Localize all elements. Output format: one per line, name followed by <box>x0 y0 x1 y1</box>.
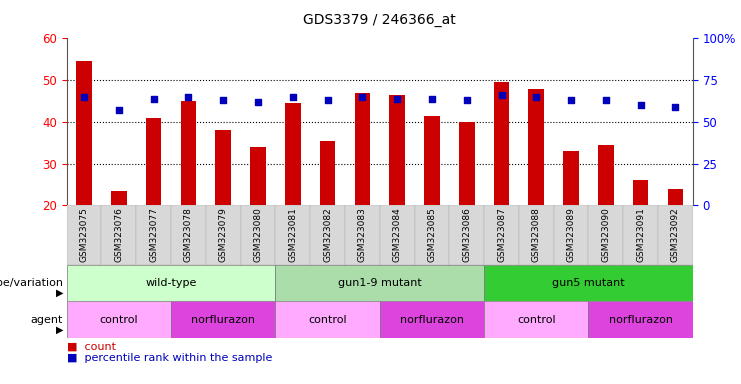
Point <box>531 94 542 100</box>
Text: GSM323090: GSM323090 <box>602 207 611 262</box>
Text: control: control <box>99 314 138 325</box>
Bar <box>379 301 484 338</box>
Text: agent: agent <box>30 314 63 325</box>
Bar <box>241 205 276 265</box>
Point <box>287 94 299 100</box>
Bar <box>250 147 266 205</box>
Text: GSM323086: GSM323086 <box>462 207 471 262</box>
Bar <box>424 116 439 205</box>
Bar <box>206 205 241 265</box>
Bar <box>310 205 345 265</box>
Text: GSM323085: GSM323085 <box>428 207 436 262</box>
Text: ▶: ▶ <box>56 324 63 334</box>
Text: ■  percentile rank within the sample: ■ percentile rank within the sample <box>67 353 272 363</box>
Text: GSM323091: GSM323091 <box>637 207 645 262</box>
Bar <box>563 151 579 205</box>
Text: control: control <box>308 314 347 325</box>
Bar <box>449 205 484 265</box>
Point <box>147 96 159 102</box>
Bar <box>216 130 231 205</box>
Bar <box>171 301 276 338</box>
Text: GSM323081: GSM323081 <box>288 207 297 262</box>
Bar <box>588 205 623 265</box>
Bar <box>623 205 658 265</box>
Bar <box>484 205 519 265</box>
Text: gun5 mutant: gun5 mutant <box>552 278 625 288</box>
Text: norflurazon: norflurazon <box>400 314 464 325</box>
Bar <box>354 93 370 205</box>
Bar <box>76 61 92 205</box>
Bar <box>459 122 474 205</box>
Point <box>113 107 124 113</box>
Bar <box>519 205 554 265</box>
Point <box>217 97 229 103</box>
Text: GSM323075: GSM323075 <box>79 207 89 262</box>
Bar <box>414 205 449 265</box>
Bar <box>320 141 336 205</box>
Text: GSM323092: GSM323092 <box>671 207 680 262</box>
Bar <box>389 95 405 205</box>
Bar <box>494 82 509 205</box>
Text: GSM323089: GSM323089 <box>567 207 576 262</box>
Text: ■  count: ■ count <box>67 341 116 351</box>
Point <box>635 102 647 108</box>
Text: GSM323087: GSM323087 <box>497 207 506 262</box>
Text: GSM323082: GSM323082 <box>323 207 332 262</box>
Text: gun1-9 mutant: gun1-9 mutant <box>338 278 422 288</box>
Point <box>356 94 368 100</box>
Text: GSM323084: GSM323084 <box>393 207 402 262</box>
Bar <box>111 191 127 205</box>
Text: GSM323076: GSM323076 <box>114 207 123 262</box>
Bar <box>668 189 683 205</box>
Point <box>496 92 508 98</box>
Bar <box>276 265 484 301</box>
Bar <box>633 180 648 205</box>
Bar <box>67 265 276 301</box>
Point <box>426 96 438 102</box>
Text: GSM323083: GSM323083 <box>358 207 367 262</box>
Point <box>670 104 682 110</box>
Bar <box>484 301 588 338</box>
Text: genotype/variation: genotype/variation <box>0 278 63 288</box>
Bar <box>379 205 414 265</box>
Text: GSM323077: GSM323077 <box>149 207 158 262</box>
Bar <box>146 118 162 205</box>
Bar <box>276 205 310 265</box>
Text: GDS3379 / 246366_at: GDS3379 / 246366_at <box>303 13 456 27</box>
Bar <box>554 205 588 265</box>
Text: norflurazon: norflurazon <box>608 314 673 325</box>
Text: norflurazon: norflurazon <box>191 314 255 325</box>
Point <box>461 97 473 103</box>
Bar <box>588 301 693 338</box>
Bar <box>276 301 379 338</box>
Text: ▶: ▶ <box>56 288 63 298</box>
Bar <box>136 205 171 265</box>
Bar <box>345 205 379 265</box>
Bar <box>67 205 102 265</box>
Bar <box>67 301 171 338</box>
Bar <box>528 88 544 205</box>
Bar <box>598 145 614 205</box>
Text: wild-type: wild-type <box>145 278 196 288</box>
Bar <box>181 101 196 205</box>
Point <box>391 96 403 102</box>
Text: GSM323080: GSM323080 <box>253 207 262 262</box>
Text: GSM323088: GSM323088 <box>532 207 541 262</box>
Bar <box>171 205 206 265</box>
Point <box>600 97 612 103</box>
Point <box>78 94 90 100</box>
Bar <box>285 103 301 205</box>
Text: GSM323079: GSM323079 <box>219 207 227 262</box>
Bar <box>484 265 693 301</box>
Point <box>322 97 333 103</box>
Text: control: control <box>517 314 556 325</box>
Text: GSM323078: GSM323078 <box>184 207 193 262</box>
Point <box>182 94 194 100</box>
Bar <box>102 205 136 265</box>
Point <box>252 99 264 105</box>
Point <box>565 97 577 103</box>
Bar <box>658 205 693 265</box>
